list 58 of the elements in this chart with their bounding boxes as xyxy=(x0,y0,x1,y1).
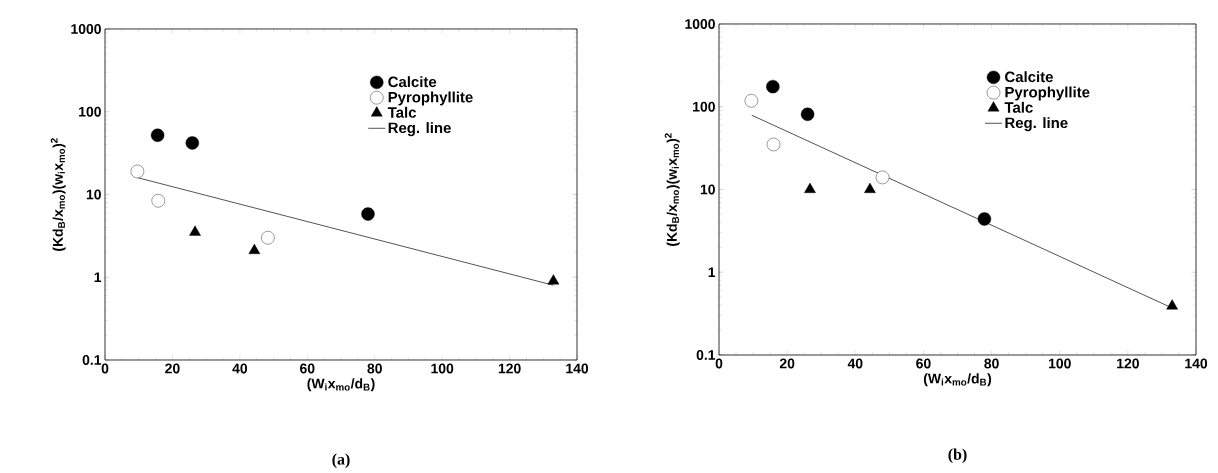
x-axis-title: (W$_{i}$x$_{mo}$/d$_{B}$) xyxy=(923,373,992,387)
legend-label: Talc xyxy=(387,106,417,118)
legend-label: Pyrophyllite xyxy=(388,91,473,106)
x-tick-label: 140 xyxy=(1185,358,1208,369)
point xyxy=(185,136,200,150)
legend-label: Talc xyxy=(1004,101,1033,113)
x-tick-label: 60 xyxy=(916,358,931,369)
legend-label: Calcite xyxy=(1005,71,1053,83)
point xyxy=(151,194,165,208)
x-tick-label: 100 xyxy=(1048,358,1071,369)
y-tick-label: 10 xyxy=(86,189,101,200)
y-tick-label: 0.1 xyxy=(696,350,716,360)
point xyxy=(864,182,876,193)
legend-label: Pyrophyllite xyxy=(1005,86,1090,101)
x-tick-label: 20 xyxy=(165,363,180,374)
point xyxy=(189,225,201,236)
text: (b) xyxy=(948,448,967,463)
x-tick-label: 120 xyxy=(1117,358,1139,369)
x-tick-label: 80 xyxy=(984,358,999,369)
legend-label: Reg. line xyxy=(1005,117,1068,132)
point xyxy=(150,128,165,142)
y-tick-label: 100 xyxy=(79,106,101,117)
point xyxy=(766,79,780,94)
point xyxy=(800,107,815,121)
x-tick-label: 140 xyxy=(566,363,589,374)
point xyxy=(1166,299,1178,310)
y-tick-label: 1000 xyxy=(685,19,715,29)
y-tick-label: 1000 xyxy=(71,24,101,34)
point xyxy=(547,274,560,285)
point xyxy=(875,170,890,185)
y-tick-label: 10 xyxy=(700,184,715,195)
point xyxy=(361,207,375,221)
point xyxy=(804,182,816,193)
point xyxy=(744,94,759,108)
x-tick-label: 60 xyxy=(300,363,315,374)
x-axis-title: (W$_{i}$x$_{mo}$/d$_{B}$) xyxy=(307,378,375,392)
y-tick-label: 1 xyxy=(708,267,716,278)
legend-label: Calcite xyxy=(388,76,437,88)
x-tick-label: 40 xyxy=(847,358,863,369)
legend-label: Reg. line xyxy=(388,122,451,137)
x-tick-label: 100 xyxy=(431,363,454,374)
point xyxy=(130,164,145,179)
point xyxy=(766,137,781,152)
x-tick-label: 20 xyxy=(779,358,795,369)
y-tick-label: 0.1 xyxy=(82,355,102,365)
point xyxy=(261,231,275,245)
x-tick-label: 120 xyxy=(498,363,521,374)
text: (a) xyxy=(332,453,350,468)
point xyxy=(977,212,992,226)
x-tick-label: 0 xyxy=(101,363,109,374)
text: (Kd$_{B}$/x$_{mo}$)(w$_{i}$x$_{mo}$)$^{2}$ xyxy=(50,138,66,251)
x-tick-label: 80 xyxy=(367,363,382,374)
y-tick-label: 100 xyxy=(693,101,715,112)
text: (Kd$_{B}$/x$_{mo}$)(w$_{i}$x$_{mo}$)$^{2}$ xyxy=(664,133,680,246)
x-tick-label: 40 xyxy=(232,363,248,374)
x-tick-label: 0 xyxy=(715,358,723,369)
point xyxy=(248,243,261,255)
y-tick-label: 1 xyxy=(94,272,102,283)
